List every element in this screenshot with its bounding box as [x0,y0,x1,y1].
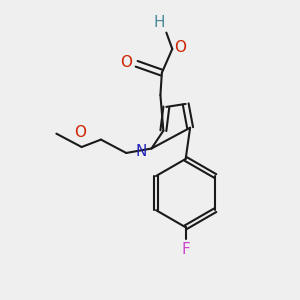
Text: O: O [74,124,86,140]
Text: O: O [120,55,132,70]
Text: F: F [181,242,190,257]
Text: N: N [136,144,147,159]
Text: H: H [153,15,165,30]
Text: O: O [174,40,186,55]
